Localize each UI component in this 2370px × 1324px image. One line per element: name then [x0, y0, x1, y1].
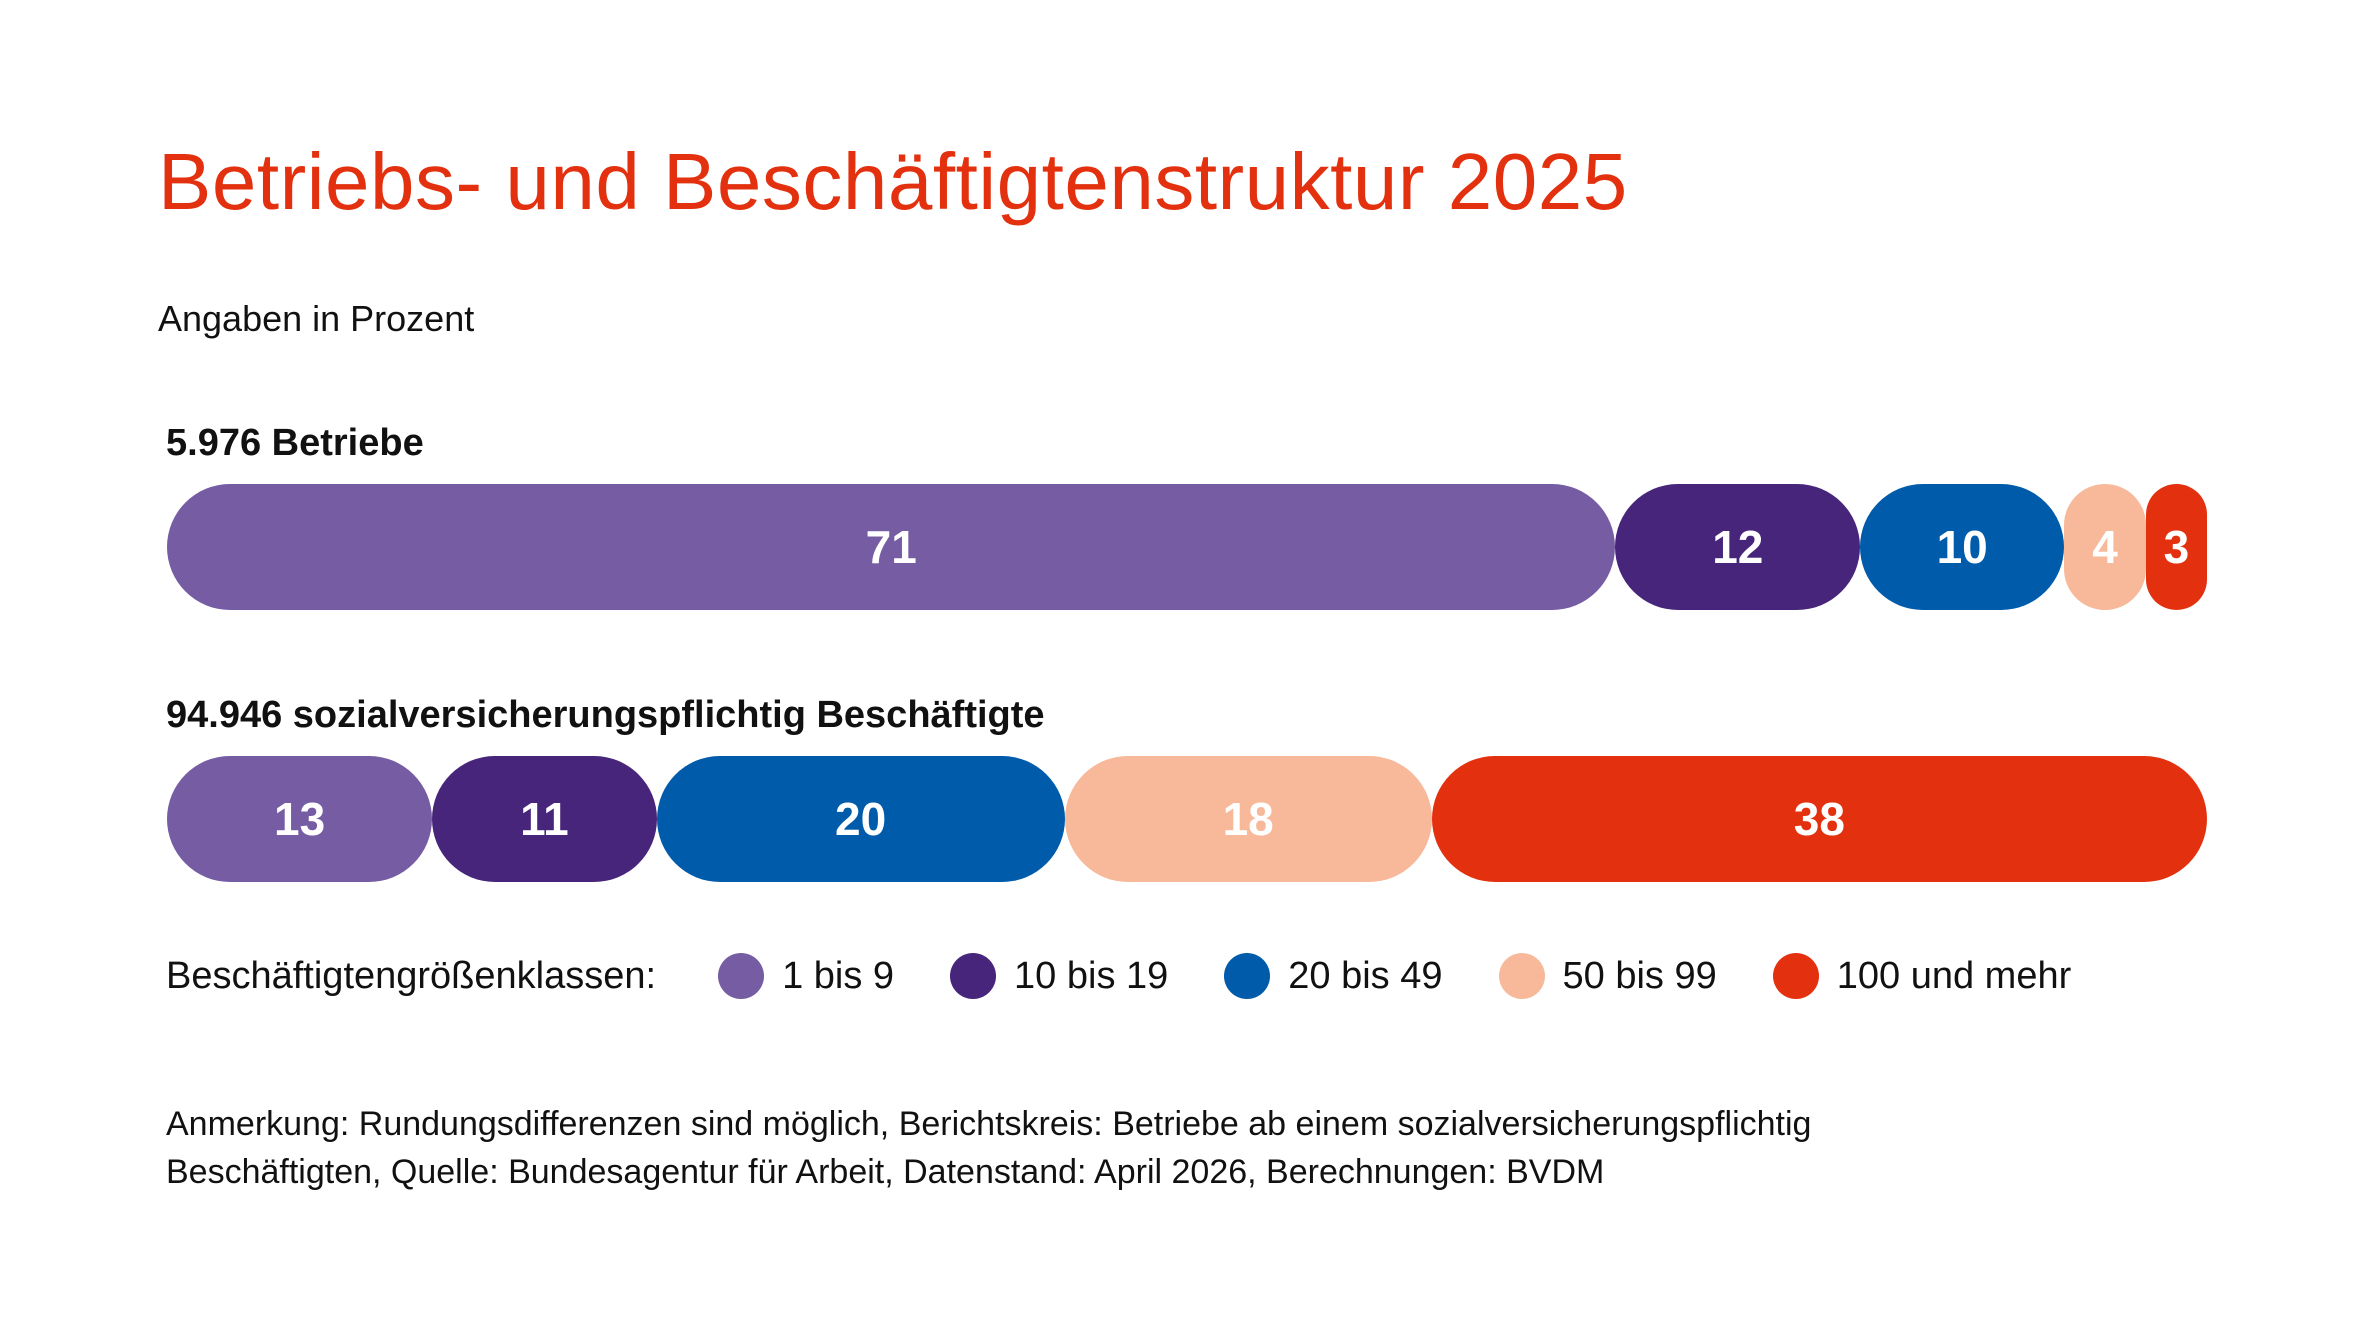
footnote: Anmerkung: Rundungsdifferenzen sind mögl… — [166, 1100, 2166, 1196]
bar-segment-10-bis-19: 12 — [1615, 484, 1861, 610]
legend-label: 1 bis 9 — [782, 954, 895, 997]
legend-item-1-bis-9: 1 bis 9 — [718, 953, 894, 999]
bar-segment-1-bis-9: 71 — [167, 484, 1616, 610]
data-label: 12 — [1712, 521, 1764, 573]
legend-label: 100 und mehr — [1836, 954, 2072, 997]
bar-segment-50-bis-99: 18 — [1064, 756, 1432, 882]
data-label: 13 — [274, 793, 326, 845]
footnote-line: Beschäftigten, Quelle: Bundesagentur für… — [166, 1153, 1605, 1191]
data-label: 4 — [2092, 521, 2118, 573]
bar-segment-20-bis-49: 10 — [1860, 484, 2065, 610]
bar-row-beschaeftigte: 13 11 20 18 38 — [167, 756, 2207, 882]
data-label: 11 — [520, 793, 569, 845]
bar-segment-100-und-mehr: 38 — [1431, 756, 2207, 882]
legend-label: 10 bis 19 — [1014, 954, 1169, 997]
legend-item-100-und-mehr: 100 und mehr — [1772, 953, 2072, 999]
footnote-line: Anmerkung: Rundungsdifferenzen sind mögl… — [166, 1105, 1812, 1143]
legend-label: 50 bis 99 — [1562, 954, 1717, 997]
legend-item-20-bis-49: 20 bis 49 — [1224, 953, 1443, 999]
legend: Beschäftigtengrößenklassen: 1 bis 9 10 b… — [166, 946, 2127, 1006]
bar-row-betriebe: 71 12 10 4 3 — [167, 484, 2207, 610]
data-label: 3 — [2163, 521, 2190, 573]
legend-label: 20 bis 49 — [1288, 954, 1443, 997]
legend-swatch — [1224, 953, 1271, 999]
legend-swatch — [1498, 953, 1545, 999]
bar-segment-10-bis-19: 11 — [432, 756, 657, 882]
legend-title: Beschäftigtengrößenklassen: — [166, 954, 657, 997]
chart-subtitle: Angaben in Prozent — [158, 298, 475, 339]
bar-segment-20-bis-49: 20 — [656, 756, 1065, 882]
series-label-beschaeftigte: 94.946 sozialversicherungspflichtig Besc… — [166, 694, 1045, 736]
chart-title: Betriebs- und Beschäftigtenstruktur 2025 — [158, 137, 1628, 226]
legend-item-50-bis-99: 50 bis 99 — [1498, 953, 1717, 999]
data-label: 71 — [865, 521, 917, 573]
data-label: 20 — [835, 793, 887, 845]
data-label: 18 — [1222, 793, 1274, 845]
legend-swatch — [950, 953, 997, 999]
data-label: 38 — [1793, 793, 1845, 845]
bar-segment-100-und-mehr: 3 — [2145, 484, 2207, 610]
data-label: 10 — [1936, 521, 1988, 573]
bar-segment-50-bis-99: 4 — [2064, 484, 2146, 610]
legend-swatch — [1772, 953, 1819, 999]
legend-item-10-bis-19: 10 bis 19 — [950, 953, 1168, 999]
legend-swatch — [718, 953, 765, 999]
series-label-betriebe: 5.976 Betriebe — [166, 422, 424, 464]
bar-segment-1-bis-9: 13 — [167, 756, 433, 882]
